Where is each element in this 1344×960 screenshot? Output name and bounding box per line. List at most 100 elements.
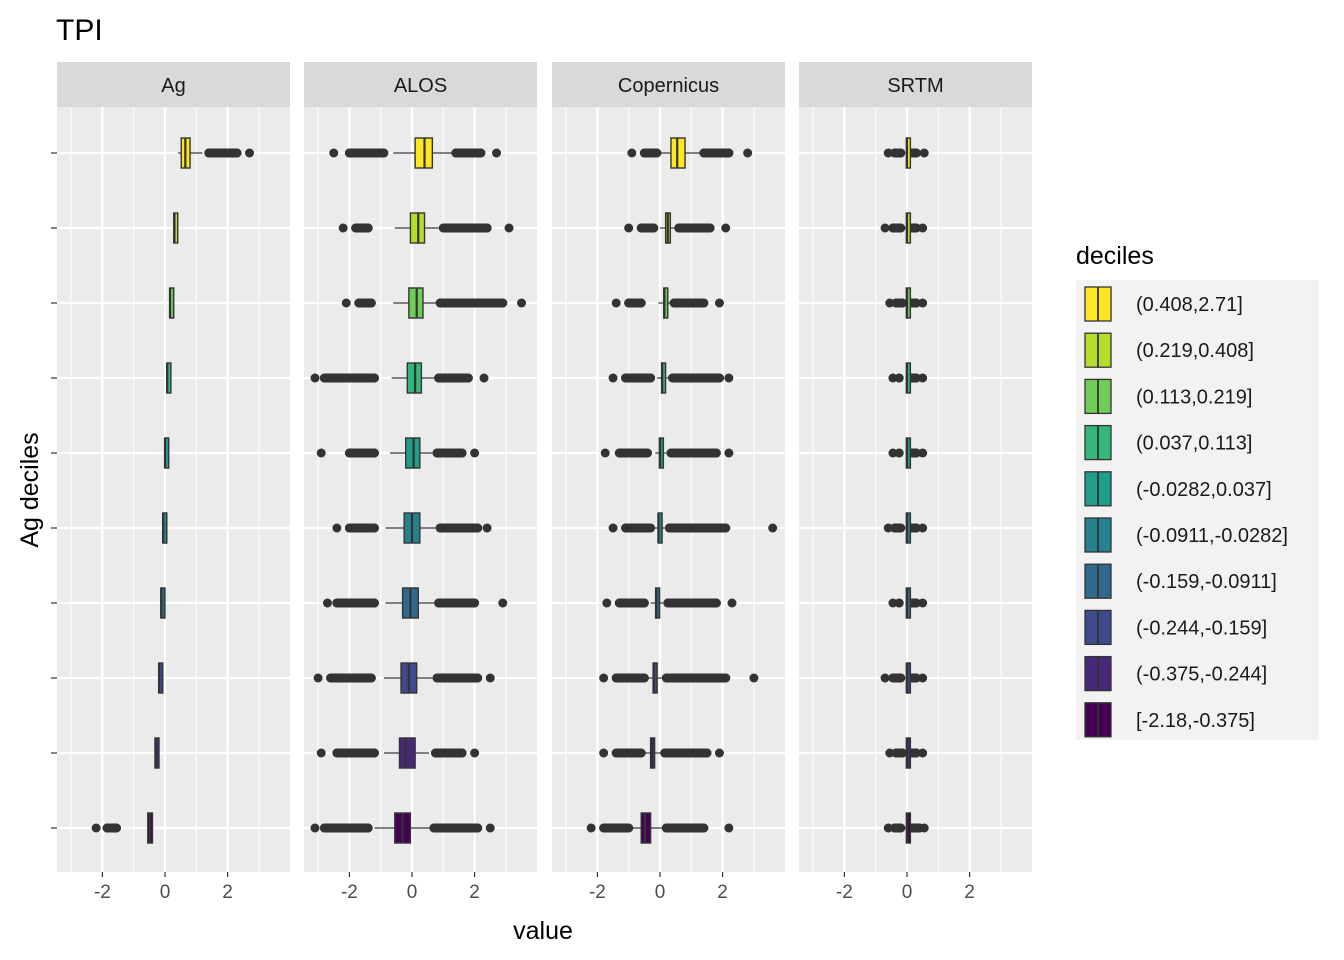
box-alos-0 [310,812,495,844]
x-tick-label: -2 [341,882,358,903]
legend-entry: (-0.0911,-0.0282] [1084,517,1288,553]
outlier-point [885,298,895,308]
outlier-point [600,448,610,458]
outlier-point [724,448,734,458]
x-tick-label: 2 [222,882,233,903]
outlier-point [714,298,724,308]
box-srtm-3 [888,587,928,619]
legend: deciles (0.408,2.71] (0.219,0.408] (0.113,… [1076,242,1319,740]
outlier-point [743,148,753,158]
outlier-point [599,748,609,758]
x-tick-label: -2 [589,882,606,903]
box-srtm-9 [883,137,929,169]
box-ag-0 [91,812,154,844]
legend-label: (0.219,0.408] [1136,340,1254,362]
facet-strip [552,62,785,107]
box-ag-1 [154,737,160,769]
legend-entry: [-2.18,-0.375] [1084,702,1255,738]
box-copernicus-5 [600,437,734,469]
box-ag-9 [178,137,255,169]
outlier-point [888,373,898,383]
outlier-point [727,598,737,608]
box-srtm-0 [883,812,929,844]
y-axis-ticks [51,152,57,829]
legend-label: (-0.159,-0.0911] [1136,571,1277,593]
x-tick-label: 0 [902,882,913,903]
outlier-point [918,673,928,683]
x-tick-label: 2 [964,882,975,903]
legend-label: (0.113,0.219] [1136,386,1252,408]
outlier-point [338,223,348,233]
box-srtm-2 [880,662,928,694]
outlier-point [313,673,323,683]
panel-copernicus: Copernicus -2 0 2 [552,62,785,903]
legend-label: (-0.0911,-0.0282] [1136,525,1288,547]
outlier-point [332,523,342,533]
box-alos-6 [310,362,489,394]
box-alos-9 [329,137,502,169]
box-copernicus-6 [608,362,734,394]
outlier-point [880,223,890,233]
panel-srtm: SRTM -2 0 2 [799,62,1032,903]
box-alos-8 [338,212,514,244]
box-ag-7 [168,287,175,319]
x-tick-label: 2 [469,882,480,903]
box-alos-1 [316,737,480,769]
outlier-point [918,373,928,383]
outlier-point [919,148,929,158]
outlier-point [883,823,893,833]
legend-label: (-0.0282,0.037] [1136,479,1272,501]
box-ag-2 [157,662,164,694]
legend-label: [-2.18,-0.375] [1136,710,1255,732]
box-ag-5 [163,437,170,469]
outlier-point [918,748,928,758]
panel-ag: Ag -2 0 2 [57,62,290,903]
outlier-point [470,448,480,458]
outlier-point [310,373,320,383]
outlier-point [611,298,621,308]
box-srtm-1 [885,737,928,769]
outlier-point [517,298,527,308]
facet-strip [57,62,290,107]
chart-title: TPI [56,14,103,47]
outlier-point [918,598,928,608]
legend-entry: (0.037,0.113] [1084,424,1252,461]
outlier-point [586,823,596,833]
outlier-point [91,823,101,833]
box-copernicus-4 [608,512,778,544]
legend-label: (0.037,0.113] [1136,433,1252,455]
box-ag-3 [160,587,166,619]
legend-entry: (0.219,0.408] [1084,332,1254,368]
outlier-point [627,148,637,158]
outlier-point [888,598,898,608]
box-ag-6 [166,362,172,394]
facet-strip [799,62,1032,107]
legend-entry: (-0.375,-0.244] [1084,655,1267,692]
box-alos-3 [322,587,508,619]
x-tick-label: -2 [94,882,111,903]
outlier-point [918,298,928,308]
outlier-point [880,673,890,683]
y-axis-title: Ag deciles [16,432,44,547]
facet-strip-label: SRTM [887,75,943,97]
legend-label: (-0.244,-0.159] [1136,617,1267,639]
outlier-point [888,448,898,458]
outlier-point [724,823,734,833]
box-alos-7 [341,287,527,319]
box-ag-4 [162,512,168,544]
box-alos-5 [316,437,480,469]
box-copernicus-1 [599,737,724,769]
box-srtm-6 [888,362,928,394]
outlier-point [721,223,731,233]
outlier-point [724,373,734,383]
box-copernicus-7 [611,287,724,319]
legend-label: (0.408,2.71] [1136,294,1243,316]
outlier-point [341,298,351,308]
outlier-point [245,148,255,158]
x-tick-label: 0 [160,882,171,903]
outlier-point [316,448,326,458]
facet-strip-label: Copernicus [618,75,719,97]
outlier-point [885,748,895,758]
outlier-point [498,598,508,608]
